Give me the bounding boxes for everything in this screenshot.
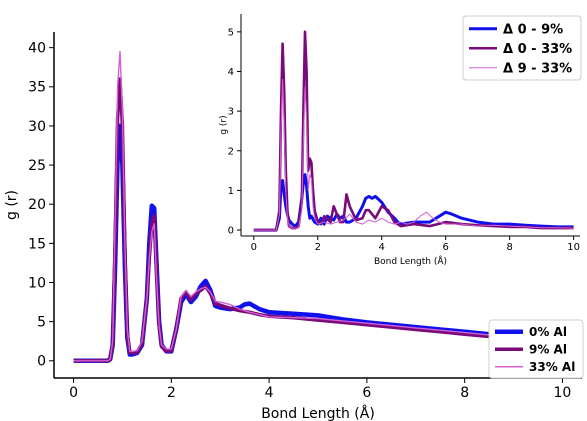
y-tick-label: 4 [228, 67, 234, 78]
x-tick-label: 8 [460, 385, 469, 401]
x-tick-label: 6 [442, 242, 448, 253]
y-axis-label: g (r) [219, 115, 229, 134]
y-tick-label: 5 [228, 27, 234, 38]
inset-plot: 0 2 4 6 8 10 0 1 2 3 4 5 Bond Length (Å) g (r) Δ 0 - 9… [219, 4, 586, 270]
x-tick-label: 0 [69, 385, 78, 401]
legend-label: Δ 0 - 9% [503, 22, 563, 37]
legend-box [462, 15, 582, 81]
x-tick-label: 4 [379, 242, 385, 253]
x-tick-label: 10 [567, 242, 580, 253]
y-tick-label: 0 [37, 354, 46, 370]
legend-label: 9% Al [529, 343, 567, 357]
x-axis-label: Bond Length (Å) [374, 255, 447, 267]
x-tick-label: 2 [315, 242, 321, 253]
x-axis-label: Bond Length (Å) [261, 405, 375, 421]
y-tick-label: 15 [28, 236, 46, 252]
y-tick-label: 30 [28, 119, 46, 135]
legend-label: 0% Al [529, 325, 567, 339]
x-tick-label: 4 [265, 385, 274, 401]
y-tick-label: 1 [228, 186, 234, 197]
x-tick-label: 8 [506, 242, 512, 253]
y-tick-label: 20 [28, 197, 46, 213]
y-tick-label: 25 [28, 158, 46, 174]
series-line-2 [253, 78, 574, 231]
y-tick-label: 10 [28, 275, 46, 291]
y-tick-label: 2 [228, 146, 234, 157]
series-line-2 [73, 50, 578, 362]
series-line-0 [253, 173, 574, 232]
legend: Δ 0 - 9% Δ 0 - 33% Δ 9 - 33% [462, 15, 582, 81]
y-tick-label: 3 [228, 107, 234, 118]
x-tick-label: 0 [251, 242, 257, 253]
y-tick-label: 40 [28, 41, 46, 57]
y-axis-label: g (r) [4, 190, 20, 220]
legend-box [488, 319, 584, 379]
legend: 0% Al 9% Al 33% Al [488, 319, 584, 379]
x-tick-label: 6 [362, 385, 371, 401]
y-tick-label: 5 [37, 315, 46, 331]
x-tick-label: 2 [167, 385, 176, 401]
legend-label: 33% Al [529, 360, 575, 374]
x-tick-label: 10 [554, 385, 572, 401]
y-tick-label: 0 [228, 226, 234, 237]
legend-label: Δ 9 - 33% [503, 61, 572, 76]
legend-label: Δ 0 - 33% [503, 42, 572, 57]
y-tick-label: 35 [28, 80, 46, 96]
